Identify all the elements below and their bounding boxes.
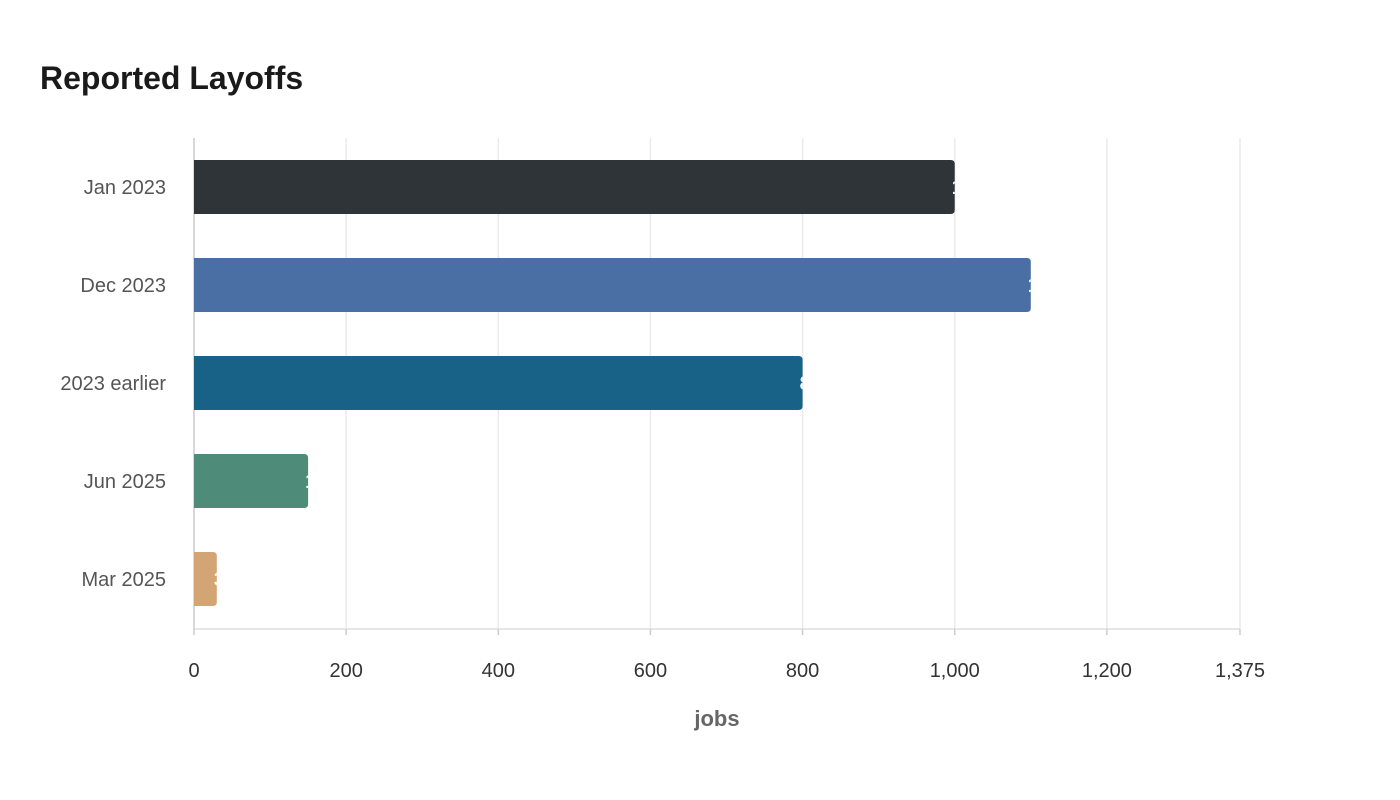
x-tick-label: 1,200 <box>1082 660 1132 682</box>
category-label: Jun 2025 <box>84 471 166 493</box>
category-label: 2023 earlier <box>60 373 166 395</box>
x-tick-label: 1,000 <box>930 660 980 682</box>
bar-value-label: 1 <box>952 177 963 199</box>
bar-value-label: 3 <box>214 569 225 591</box>
x-tick-labels: 0 200 400 600 800 1,000 1,200 1,375 <box>188 660 1265 682</box>
category-labels: Jan 2023 Dec 2023 2023 earlier Jun 2025 Mar … <box>60 177 166 591</box>
bar <box>194 454 309 508</box>
bar-value-label: 1 <box>305 471 316 493</box>
x-axis-title: jobs <box>693 706 739 731</box>
bar-value-label: 1 <box>1028 275 1039 297</box>
bar <box>194 356 803 410</box>
x-tick-label: 600 <box>634 660 667 682</box>
x-tick-label: 200 <box>329 660 362 682</box>
x-tick-label: 400 <box>482 660 515 682</box>
bar <box>194 258 1031 312</box>
bar <box>194 552 217 606</box>
category-label: Dec 2023 <box>80 275 166 297</box>
bars: 1 1 8 1 3 <box>194 160 1039 606</box>
bar <box>194 160 955 214</box>
x-tick-label: 1,375 <box>1215 660 1265 682</box>
x-tick-label: 0 <box>188 660 199 682</box>
x-tick-label: 800 <box>786 660 819 682</box>
category-label: Jan 2023 <box>84 177 166 199</box>
bar-value-label: 8 <box>800 373 811 395</box>
chart-title: Reported Layoffs <box>40 60 304 96</box>
category-label: Mar 2025 <box>82 569 167 591</box>
